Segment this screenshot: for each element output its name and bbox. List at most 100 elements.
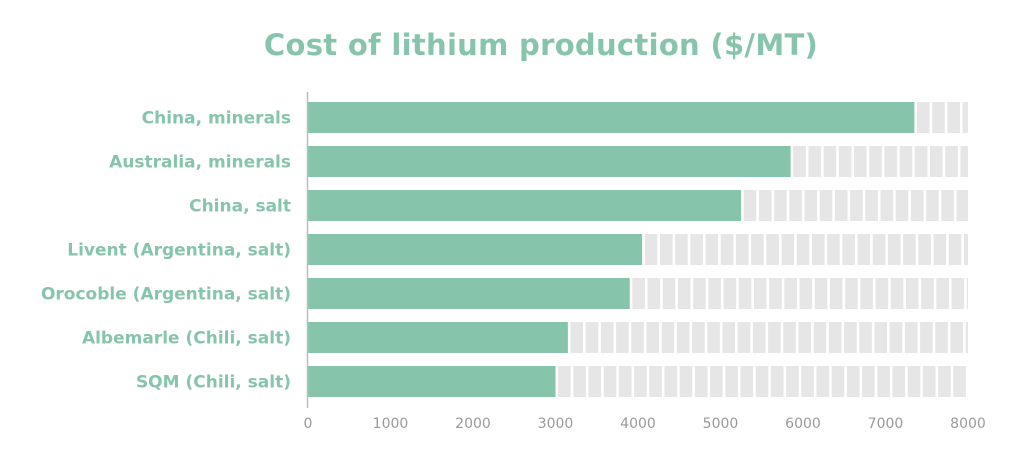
- remainder-segment: [725, 366, 738, 397]
- remainder-segment: [558, 366, 571, 397]
- remainder-segment: [811, 234, 825, 265]
- remainder-segment: [962, 102, 968, 133]
- category-label: Orocoble (Argentina, salt): [41, 285, 291, 305]
- remainder-segment: [647, 278, 661, 309]
- remainder-segment: [755, 366, 769, 397]
- remainder-segment: [766, 234, 779, 265]
- remainder-segment: [632, 278, 645, 309]
- remainder-segment: [869, 146, 882, 177]
- remainder-segment: [570, 322, 584, 353]
- remainder-segment: [789, 190, 802, 221]
- x-tick-label: 7000: [868, 416, 904, 432]
- remainder-segment: [769, 278, 782, 309]
- remainder-segment: [905, 278, 919, 309]
- remainder-segment: [960, 146, 968, 177]
- remainder-segment: [707, 322, 720, 353]
- remainder-segment: [675, 234, 688, 265]
- x-tick-label: 6000: [785, 416, 821, 432]
- remainder-segment: [676, 322, 690, 353]
- remainder-segment: [926, 190, 939, 221]
- remainder-segment: [947, 102, 960, 133]
- remainder-segment: [774, 190, 787, 221]
- remainder-segment: [965, 322, 968, 353]
- remainder-segment: [956, 190, 968, 221]
- remainder-segment: [829, 278, 843, 309]
- category-labels: China, minerals Australia, minerals China,…: [41, 109, 291, 393]
- remainder-segment: [720, 234, 734, 265]
- remainder-segment: [786, 366, 799, 397]
- remainder-segment: [889, 322, 903, 353]
- x-tick-label: 5000: [703, 416, 739, 432]
- remainder-segment: [737, 322, 751, 353]
- remainder-segment: [573, 366, 586, 397]
- remainder-segment: [783, 322, 796, 353]
- remainder-segment: [932, 102, 945, 133]
- remainder-segment: [603, 366, 617, 397]
- category-label: Albemarle (Chili, salt): [82, 329, 291, 349]
- remainder-segment: [659, 234, 673, 265]
- remainder-segment: [799, 278, 813, 309]
- remainder-segment: [661, 322, 675, 353]
- remainder-segment: [770, 366, 784, 397]
- remainder-segment: [907, 366, 921, 397]
- bar-5: [308, 322, 568, 353]
- remainder-segment: [884, 146, 898, 177]
- remainder-segment: [819, 190, 833, 221]
- remainder-segment: [828, 322, 842, 353]
- category-label: Australia, minerals: [109, 153, 291, 173]
- bar-2: [308, 190, 742, 221]
- remainder-segment: [935, 322, 948, 353]
- remainder-segment: [899, 146, 913, 177]
- remainder-segment: [921, 278, 934, 309]
- remainder-layer: [558, 102, 968, 397]
- remainder-segment: [600, 322, 614, 353]
- remainder-segment: [862, 366, 875, 397]
- remainder-segment: [801, 366, 814, 397]
- remainder-segment: [708, 278, 721, 309]
- remainder-segment: [662, 278, 676, 309]
- remainder-segment: [945, 146, 958, 177]
- remainder-segment: [752, 322, 766, 353]
- remainder-segment: [953, 366, 966, 397]
- remainder-segment: [694, 366, 708, 397]
- remainder-segment: [753, 278, 767, 309]
- remainder-segment: [966, 278, 968, 309]
- remainder-segment: [950, 322, 964, 353]
- remainder-segment: [895, 190, 909, 221]
- remainder-segment: [918, 234, 931, 265]
- remainder-segment: [808, 146, 822, 177]
- remainder-segment: [892, 366, 906, 397]
- remainder-segment: [890, 278, 904, 309]
- remainder-segment: [922, 366, 936, 397]
- remainder-segment: [860, 278, 873, 309]
- bar-0: [308, 102, 915, 133]
- remainder-segment: [831, 366, 845, 397]
- remainder-segment: [743, 190, 757, 221]
- remainder-segment: [679, 366, 693, 397]
- remainder-segment: [664, 366, 678, 397]
- remainder-segment: [793, 146, 806, 177]
- remainder-segment: [880, 190, 894, 221]
- remainder-segment: [877, 366, 890, 397]
- remainder-segment: [872, 234, 886, 265]
- remainder-segment: [588, 366, 602, 397]
- remainder-segment: [874, 322, 888, 353]
- remainder-segment: [740, 366, 754, 397]
- remainder-segment: [644, 234, 658, 265]
- remainder-segment: [951, 278, 965, 309]
- x-tick-label: 3000: [538, 416, 574, 432]
- remainder-segment: [798, 322, 812, 353]
- remainder-segment: [827, 234, 840, 265]
- remainder-segment: [705, 234, 719, 265]
- bars-layer: [308, 102, 915, 397]
- bar-1: [308, 146, 791, 177]
- remainder-segment: [916, 102, 930, 133]
- remainder-segment: [710, 366, 723, 397]
- remainder-segment: [938, 366, 951, 397]
- remainder-segment: [857, 234, 871, 265]
- remainder-segment: [859, 322, 872, 353]
- x-tick-label: 1000: [373, 416, 409, 432]
- category-label: SQM (Chili, salt): [136, 373, 291, 393]
- category-label: China, salt: [189, 197, 291, 217]
